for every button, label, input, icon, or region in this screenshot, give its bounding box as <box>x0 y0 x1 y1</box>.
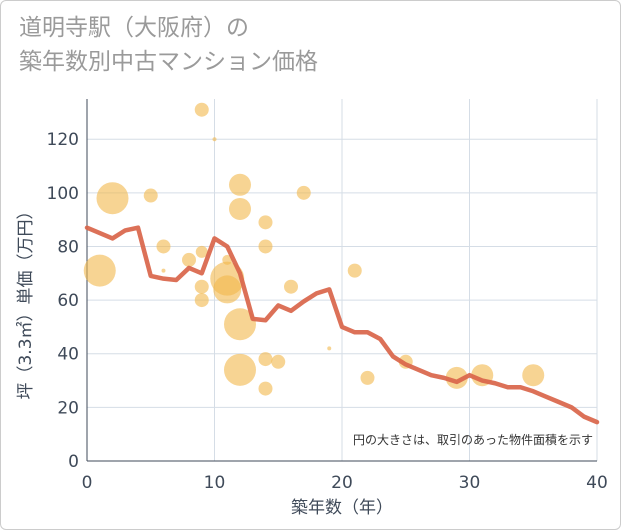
axis-ticks: 0 10 20 30 40 0 20 40 60 80 100 120 <box>47 130 608 493</box>
y-tick-label: 40 <box>57 345 79 365</box>
data-point <box>83 254 116 287</box>
y-tick-label: 80 <box>57 237 79 257</box>
x-tick-label: 20 <box>331 473 353 493</box>
data-point <box>522 364 545 387</box>
data-point <box>229 173 251 196</box>
y-axis-label: 坪（3.3㎡）単価（万円） <box>16 202 36 399</box>
data-point <box>258 215 273 230</box>
data-point <box>156 239 171 254</box>
y-tick-label: 0 <box>68 452 79 472</box>
data-point <box>194 279 209 294</box>
x-tick-label: 0 <box>82 473 93 493</box>
data-point <box>347 263 362 278</box>
y-tick-label: 120 <box>47 130 79 150</box>
trend-line <box>84 225 600 425</box>
x-tick-label: 30 <box>459 473 481 493</box>
size-legend-note: 円の大きさは、取引のあった物件面積を示す <box>353 432 593 447</box>
data-point <box>195 245 208 258</box>
data-point <box>360 370 375 385</box>
data-point <box>212 137 217 142</box>
y-tick-label: 100 <box>47 184 79 204</box>
data-point <box>445 366 468 389</box>
data-point <box>327 346 332 351</box>
data-point <box>271 354 286 369</box>
x-tick-label: 40 <box>586 473 608 493</box>
data-point <box>224 353 256 386</box>
data-point <box>161 268 166 273</box>
data-point <box>258 239 273 254</box>
y-tick-label: 20 <box>57 398 79 418</box>
y-tick-label: 60 <box>57 291 79 311</box>
data-point <box>143 188 158 203</box>
gridlines <box>86 99 598 462</box>
data-point <box>213 275 242 304</box>
data-point <box>229 197 251 220</box>
data-point <box>194 102 209 117</box>
trend-line-path <box>84 225 600 425</box>
data-point <box>224 308 256 341</box>
chart-title: 道明寺駅（大阪府）の 築年数別中古マンション価格 <box>19 15 318 75</box>
data-point <box>96 182 129 215</box>
data-point <box>258 381 273 396</box>
data-point <box>296 185 311 200</box>
data-point <box>258 352 273 367</box>
data-point <box>194 293 209 308</box>
data-point <box>182 252 196 267</box>
x-tick-label: 10 <box>204 473 226 493</box>
x-axis-label: 築年数（年） <box>291 498 393 518</box>
data-point <box>284 279 298 294</box>
